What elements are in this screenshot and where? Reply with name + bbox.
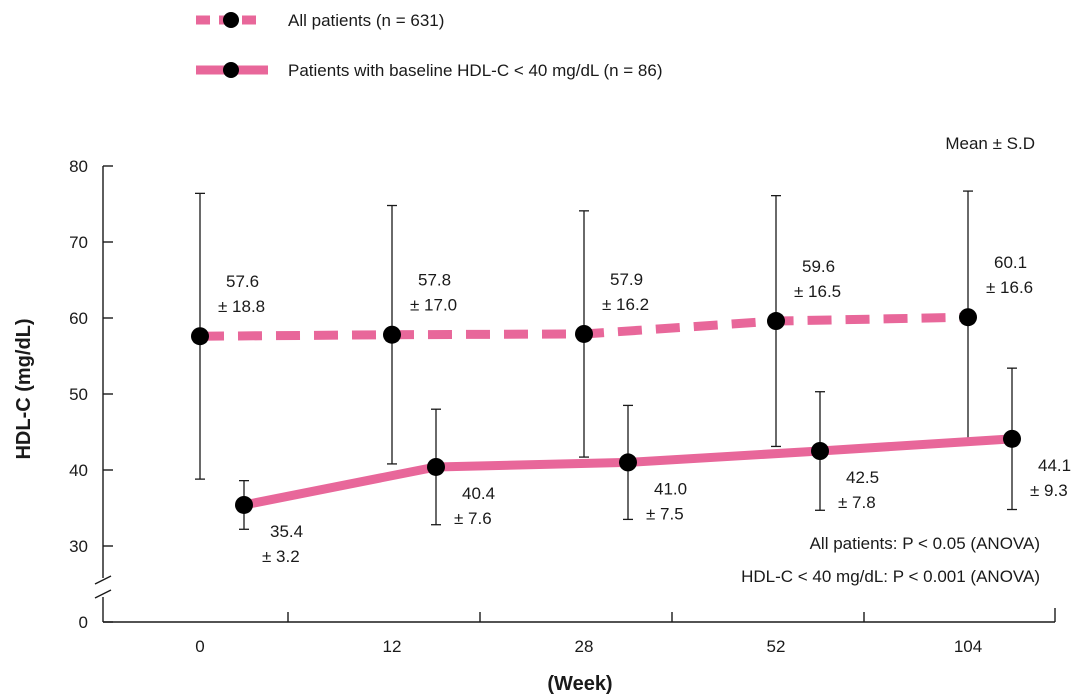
axes	[94, 166, 1055, 623]
x-tick-label: 104	[954, 637, 982, 656]
legend-marker	[223, 62, 239, 78]
annotation-all-patients-p: All patients: P < 0.05 (ANOVA)	[810, 534, 1040, 553]
legend-label-low-hdl: Patients with baseline HDL-C < 40 mg/dL …	[288, 61, 663, 80]
y-tick-label: 60	[69, 309, 88, 328]
x-ticks: 0 12 28 52 104	[195, 608, 1056, 656]
y-tick-label: 80	[69, 157, 88, 176]
y-ticks: 80 70 60 50 40 30 0	[69, 157, 113, 632]
y-tick-label: 40	[69, 461, 88, 480]
series-all-patients: 57.6 ± 18.8 57.8 ± 17.0 57.9 ± 16.2 59.6 ± 16.5…	[191, 190, 1033, 480]
y-tick-label: 30	[69, 537, 88, 556]
data-label: 40.4 ± 7.6	[454, 484, 495, 528]
data-point	[575, 324, 593, 343]
data-label: 59.6 ± 16.5	[794, 257, 841, 301]
y-tick-label: 70	[69, 233, 88, 252]
legend: All patients (n = 631) Patients with bas…	[196, 11, 663, 80]
data-point	[235, 495, 253, 514]
data-point	[811, 442, 829, 460]
data-point	[383, 325, 401, 344]
data-point	[191, 327, 209, 346]
data-label: 57.9 ± 16.2	[602, 270, 649, 314]
data-point	[619, 453, 637, 472]
y-axis-break-mark-2	[94, 589, 112, 599]
data-label: 57.8 ± 17.0	[410, 271, 457, 315]
y-axis-label: HDL-C (mg/dL)	[13, 318, 35, 459]
data-point	[959, 308, 977, 327]
series-low-hdl: 35.4 ± 3.2 40.4 ± 7.6 41.0 ± 7.5 42.5 ± 7.8 44.1…	[235, 367, 1071, 566]
data-label: 60.1 ± 16.6	[986, 253, 1033, 297]
legend-label-all-patients: All patients (n = 631)	[288, 11, 444, 30]
data-point	[767, 312, 785, 331]
mean-sd-note: Mean ± S.D	[945, 134, 1035, 153]
data-label: 44.1 ± 9.3	[1030, 456, 1071, 500]
y-tick-label: 50	[69, 385, 88, 404]
x-tick-label: 0	[195, 637, 204, 656]
x-tick-label: 52	[767, 637, 786, 656]
x-axis-label: (Week)	[547, 673, 612, 695]
legend-entry-low-hdl: Patients with baseline HDL-C < 40 mg/dL …	[196, 61, 663, 80]
legend-marker	[223, 12, 239, 28]
x-tick-label: 12	[383, 637, 402, 656]
y-axis-break-mark-1	[94, 575, 112, 585]
annotation-low-hdl-p: HDL-C < 40 mg/dL: P < 0.001 (ANOVA)	[741, 567, 1040, 586]
x-tick-label: 28	[575, 637, 594, 656]
data-label: 57.6 ± 18.8	[218, 272, 265, 316]
data-label: 42.5 ± 7.8	[838, 468, 879, 512]
data-point	[1003, 429, 1021, 448]
data-label: 41.0 ± 7.5	[646, 479, 687, 523]
legend-entry-all-patients: All patients (n = 631)	[196, 11, 444, 30]
y-tick-label: 0	[79, 613, 88, 632]
data-label: 35.4 ± 3.2	[262, 522, 303, 566]
data-point	[427, 457, 445, 476]
